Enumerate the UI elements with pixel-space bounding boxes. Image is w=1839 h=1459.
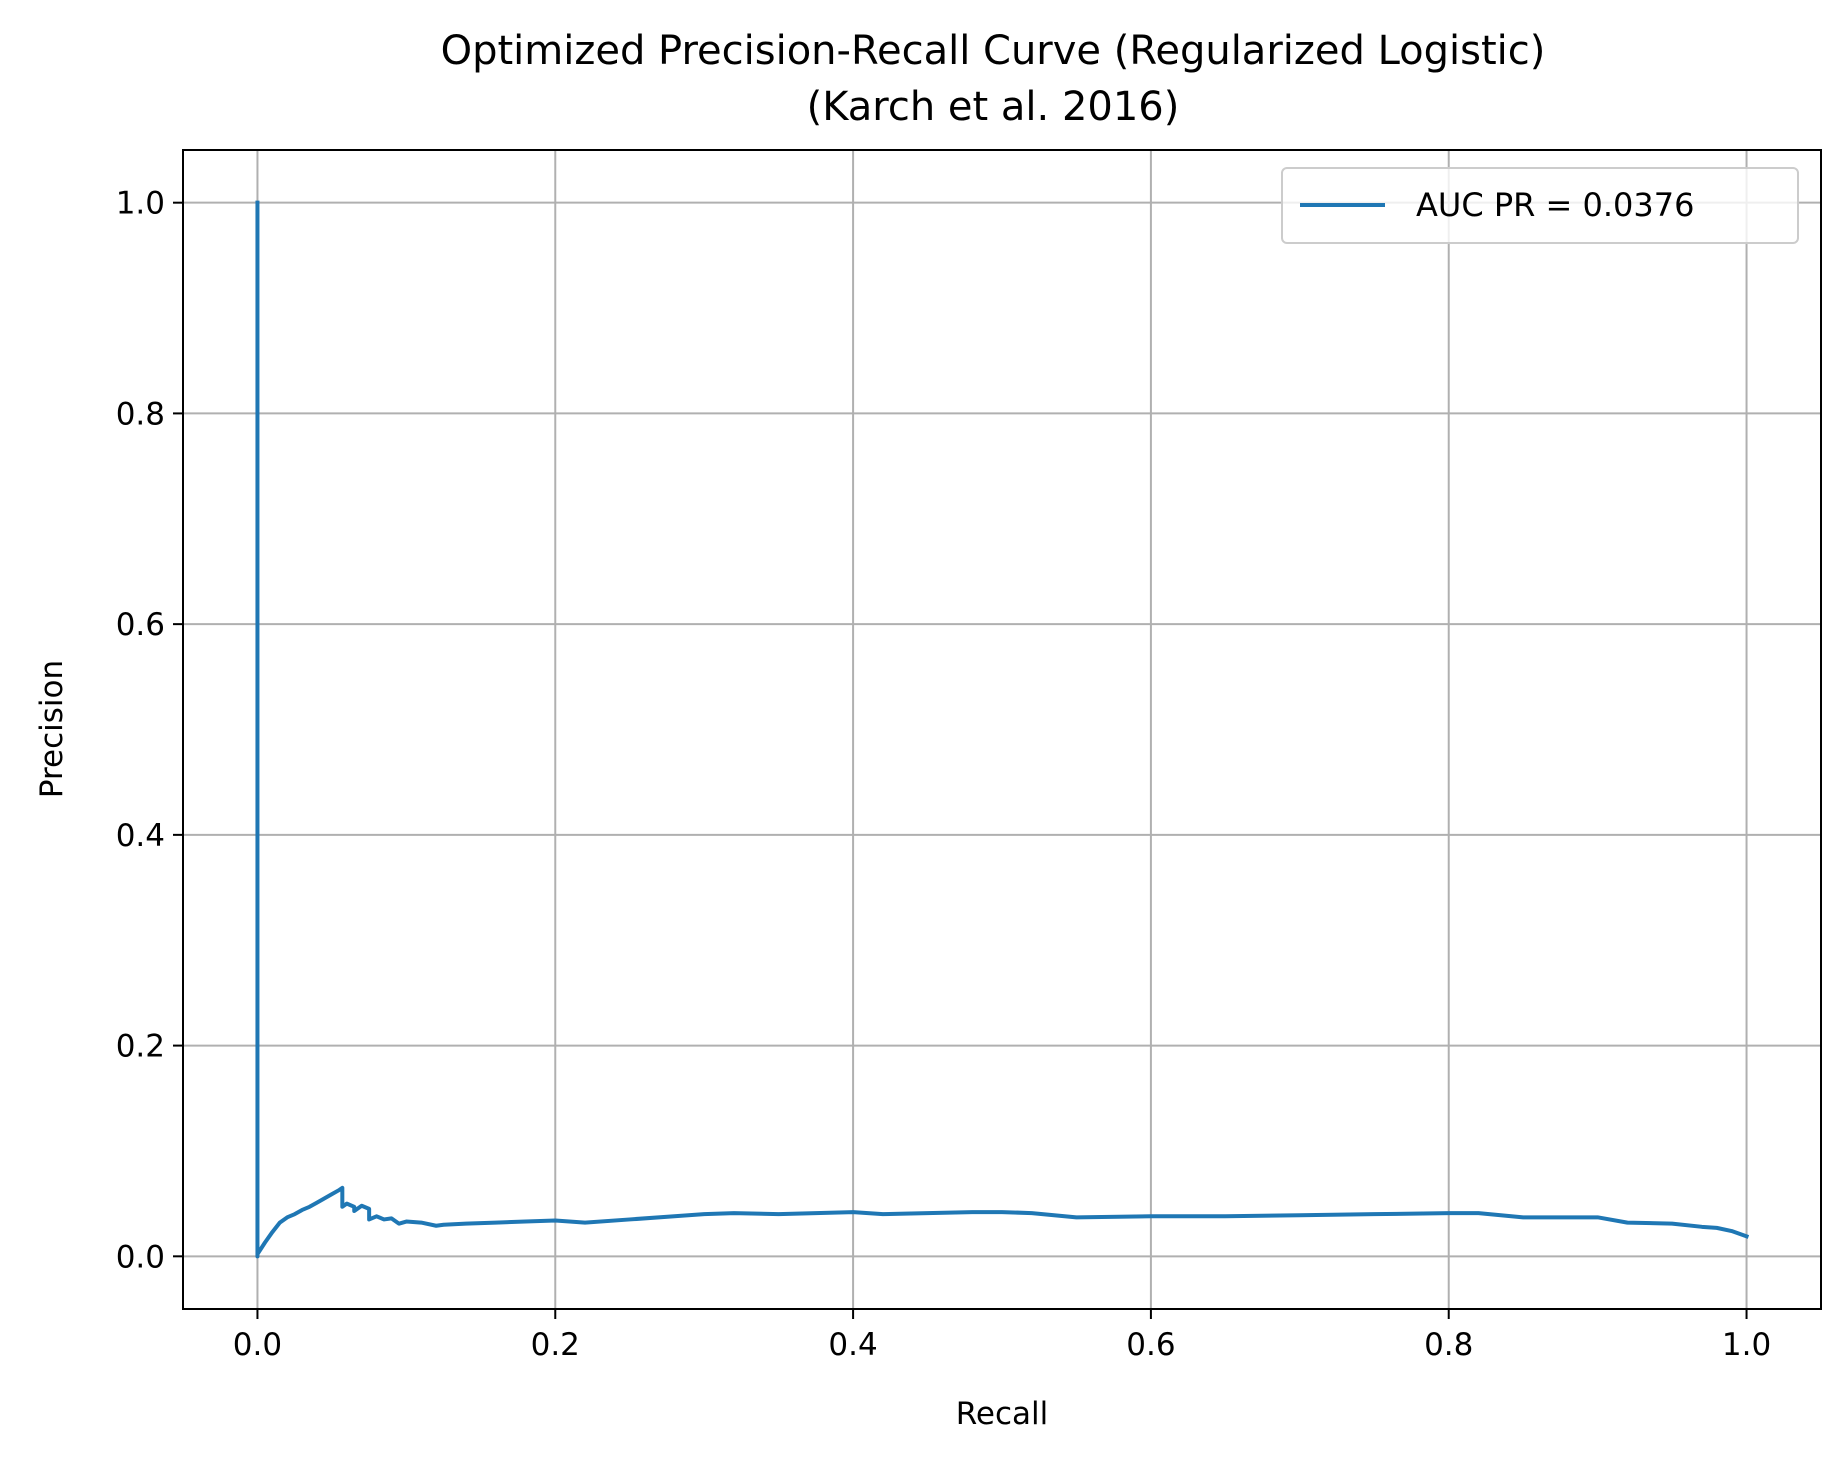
- x-tick-label: 1.0: [1722, 1327, 1771, 1363]
- legend-label: AUC PR = 0.0376: [1416, 186, 1694, 224]
- x-axis-label: Recall: [956, 1396, 1049, 1432]
- grid-lines: [183, 150, 1821, 1309]
- y-tick-label: 0.0: [116, 1239, 165, 1275]
- y-axis-label: Precision: [34, 660, 70, 798]
- y-tick-label: 0.8: [116, 396, 165, 432]
- series-line-0: [255, 200, 1750, 1259]
- plot-frame: [182, 149, 1822, 1310]
- x-tick-label: 0.0: [233, 1327, 282, 1363]
- chart-title-line-1: Optimized Precision-Recall Curve (Regula…: [441, 28, 1546, 74]
- x-tick-label: 0.4: [828, 1327, 877, 1363]
- x-tick-label: 0.6: [1126, 1327, 1175, 1363]
- y-tick-label: 1.0: [116, 186, 165, 222]
- legend-box: [1281, 167, 1799, 244]
- x-tick-label: 0.8: [1424, 1327, 1473, 1363]
- x-tick-label: 0.2: [531, 1327, 580, 1363]
- series-layer: [255, 200, 1750, 1259]
- y-tick-label: 0.2: [116, 1029, 165, 1065]
- y-tick-label: 0.4: [116, 818, 165, 854]
- y-tick-label: 0.6: [116, 607, 165, 643]
- legend: AUC PR = 0.0376: [1281, 167, 1799, 244]
- chart-title-line-2: (Karch et al. 2016): [807, 84, 1180, 130]
- axis-ticks: 0.0 0.2 0.4 0.6 0.8 1.0 0.0 0.2 0.4 0.6 0.8 1.0: [116, 186, 1772, 1363]
